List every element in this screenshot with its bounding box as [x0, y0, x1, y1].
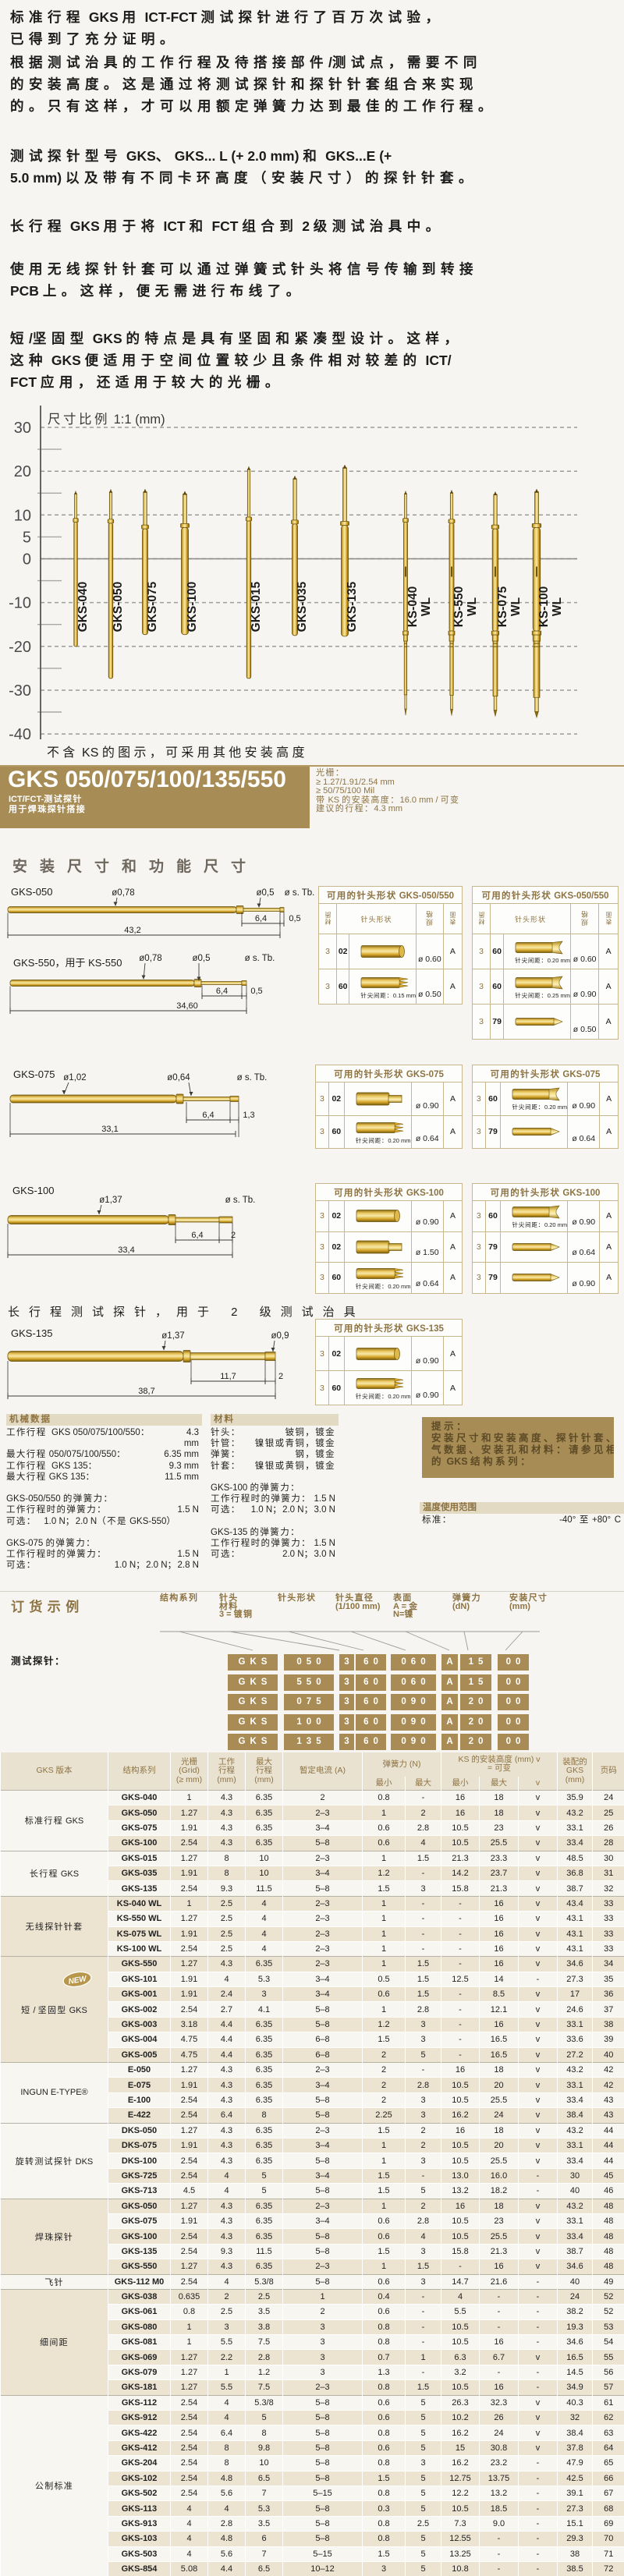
svg-text:ø s. Tb.: ø s. Tb. — [237, 1073, 268, 1082]
svg-text:-30: -30 — [9, 682, 31, 700]
svg-text:GKS-015: GKS-015 — [250, 581, 263, 632]
svg-text:ø s. Tb.: ø s. Tb. — [225, 1196, 256, 1205]
svg-text:GKS-040: GKS-040 — [76, 582, 90, 632]
svg-text:GKS-075: GKS-075 — [13, 1068, 55, 1080]
svg-text:ø s. Tb.: ø s. Tb. — [245, 954, 275, 963]
svg-text:5: 5 — [23, 529, 31, 546]
svg-text:ø0,78: ø0,78 — [139, 954, 161, 963]
svg-text:GKS-135: GKS-135 — [11, 1327, 52, 1339]
svg-text:ø1,37: ø1,37 — [99, 1196, 122, 1205]
svg-text:ø s. Tb.: ø s. Tb. — [285, 888, 315, 898]
svg-text:NEW: NEW — [68, 1974, 88, 1986]
svg-text:GKS-100: GKS-100 — [12, 1185, 54, 1196]
svg-text:10: 10 — [14, 507, 31, 524]
svg-text:WL: WL — [466, 597, 479, 616]
svg-text:ø1,37: ø1,37 — [161, 1331, 184, 1341]
svg-text:GKS-135: GKS-135 — [346, 581, 359, 632]
svg-text:6,4: 6,4 — [216, 987, 228, 996]
svg-text:-40: -40 — [9, 726, 31, 743]
svg-text:GKS-035: GKS-035 — [296, 581, 309, 632]
svg-text:长行程测试探针，用于 2 级测试治具: 长行程测试探针，用于 2 级测试治具 — [8, 1306, 365, 1319]
svg-text:ø0,64: ø0,64 — [167, 1073, 190, 1082]
svg-text:KS-040: KS-040 — [406, 586, 420, 628]
svg-text:ø0,9: ø0,9 — [271, 1331, 289, 1341]
svg-text:2: 2 — [278, 1372, 283, 1381]
svg-text:GKS-050: GKS-050 — [11, 886, 52, 898]
svg-text:11,7: 11,7 — [220, 1372, 236, 1381]
svg-text:WL: WL — [551, 597, 564, 616]
svg-text:1,3: 1,3 — [243, 1111, 254, 1120]
svg-text:6,4: 6,4 — [202, 1111, 214, 1120]
svg-text:KS-075: KS-075 — [496, 586, 509, 627]
svg-text:0,5: 0,5 — [289, 914, 300, 923]
svg-text:38,7: 38,7 — [138, 1387, 154, 1396]
svg-text:43,2: 43,2 — [124, 926, 140, 935]
svg-text:ø0,5: ø0,5 — [256, 888, 274, 898]
svg-text:KS-100: KS-100 — [537, 586, 551, 628]
svg-text:30: 30 — [14, 420, 31, 437]
svg-text:ø0,78: ø0,78 — [112, 888, 134, 898]
svg-text:0,5: 0,5 — [250, 987, 262, 996]
svg-text:GKS-075: GKS-075 — [146, 581, 159, 632]
svg-text:WL: WL — [420, 597, 433, 616]
svg-text:GKS-100: GKS-100 — [186, 582, 199, 632]
svg-text:-10: -10 — [9, 595, 31, 612]
svg-text:33,4: 33,4 — [118, 1245, 134, 1255]
svg-text:ø0,5: ø0,5 — [192, 954, 210, 963]
svg-text:-20: -20 — [9, 639, 31, 656]
svg-text:GKS-550，用于 KS-550: GKS-550，用于 KS-550 — [13, 957, 122, 969]
svg-text:KS-550: KS-550 — [452, 586, 466, 628]
svg-text:33,1: 33,1 — [101, 1125, 118, 1134]
svg-text:6,4: 6,4 — [255, 914, 267, 923]
svg-text:34,60: 34,60 — [176, 1001, 198, 1011]
svg-text:ø1,02: ø1,02 — [63, 1073, 86, 1082]
svg-text:6,4: 6,4 — [191, 1231, 203, 1240]
svg-text:WL: WL — [509, 597, 523, 616]
svg-text:GKS-050: GKS-050 — [112, 582, 125, 632]
svg-text:0: 0 — [23, 551, 31, 569]
svg-text:20: 20 — [14, 463, 31, 480]
svg-text:2: 2 — [231, 1231, 236, 1240]
